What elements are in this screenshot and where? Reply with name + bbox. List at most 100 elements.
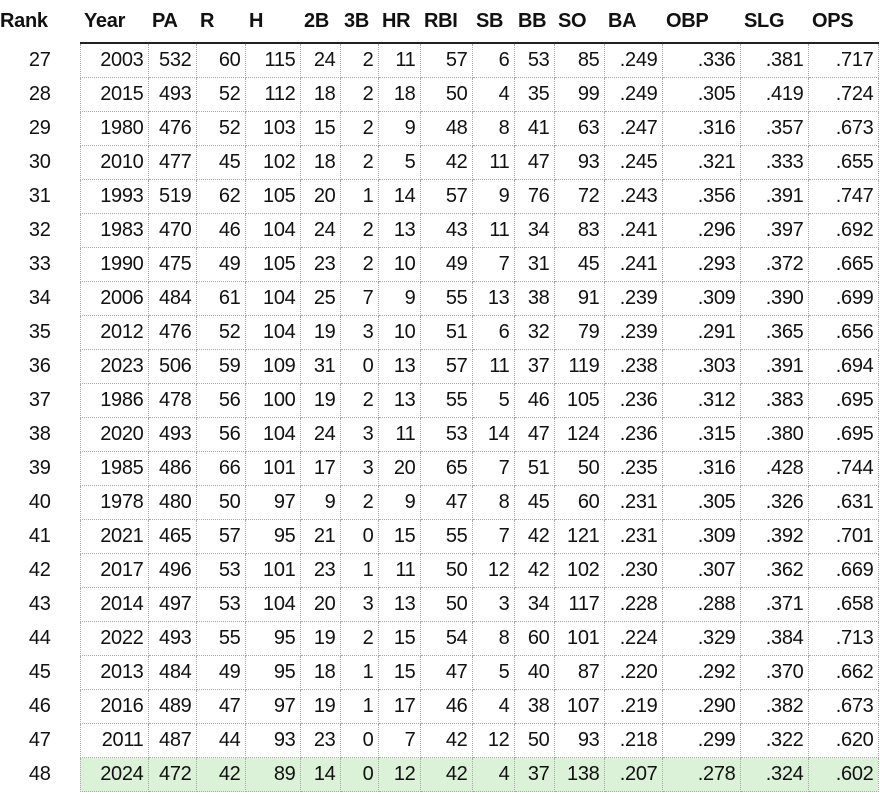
table-row: 39 1985 486 66 101 17 3 20 65 7 51 50.235.316.428.7… (0, 451, 879, 486)
table-cell: 506 (147, 349, 197, 384)
table-cell: 42 (419, 757, 473, 792)
table-cell: 2011 (79, 723, 149, 758)
table-cell: 0 (339, 723, 379, 758)
table-cell: 11 (471, 145, 515, 180)
table-cell: 57 (419, 349, 473, 384)
table-row: 29 1980 476 52 103 15 2 9 48 8 41 63.247.316.357.67… (0, 111, 879, 146)
column-header: SB (472, 0, 514, 44)
table-cell: 472 (147, 757, 197, 792)
table-cell: 63 (553, 111, 605, 146)
table-cell: 12 (471, 723, 515, 758)
table-cell: 4 (471, 757, 515, 792)
column-header: SLG (740, 0, 808, 44)
table-cell: 7 (377, 723, 421, 758)
table-cell: .293 (661, 247, 741, 282)
table-cell: 1986 (79, 383, 149, 418)
table-cell: 31 (299, 349, 341, 384)
table-row: 42 2017 496 53 101 23 1 11 50 12 42 102.230.307.362… (0, 553, 879, 588)
table-cell: .305 (661, 485, 741, 520)
table-cell: 2017 (79, 553, 149, 588)
table-cell: 11 (377, 417, 421, 452)
table-cell: 45 (553, 247, 605, 282)
table-cell: .235 (603, 451, 663, 486)
table-cell: .673 (807, 111, 879, 146)
table-cell: 56 (195, 383, 246, 418)
table-row: 44 2022 493 55 95 19 2 15 54 8 60 101.224.329.384.7… (0, 621, 879, 656)
table-cell: 102 (244, 145, 301, 180)
table-cell: 51 (419, 315, 473, 350)
table-cell: 2006 (79, 281, 149, 316)
table-cell: 61 (195, 281, 246, 316)
table-cell: .673 (807, 689, 879, 724)
table-cell: 76 (513, 179, 555, 214)
table-cell: 20 (377, 451, 421, 486)
rank-cell: 40 (28, 491, 51, 513)
table-cell: 37 (513, 349, 555, 384)
rank-cell: 47 (28, 729, 51, 751)
table-cell: 18 (299, 655, 341, 690)
table-cell: 3 (339, 315, 379, 350)
table-cell: 35 (513, 77, 555, 112)
table-cell: 55 (419, 383, 473, 418)
table-cell: 1990 (79, 247, 149, 282)
rank-cell: 35 (28, 321, 51, 343)
table-cell: .382 (739, 689, 809, 724)
table-cell: .299 (661, 723, 741, 758)
table-cell: .236 (603, 383, 663, 418)
table-cell: 2 (339, 145, 379, 180)
table-cell: 493 (147, 77, 197, 112)
table-cell: .419 (739, 77, 809, 112)
column-header: BB (514, 0, 554, 44)
table-cell: 38 (513, 281, 555, 316)
table-cell: 102 (553, 553, 605, 588)
column-header: Year (80, 0, 148, 44)
table-cell: 3 (339, 587, 379, 622)
table-cell: 477 (147, 145, 197, 180)
table-cell: .391 (739, 349, 809, 384)
rank-cell: 32 (28, 219, 51, 241)
table-cell: 7 (471, 247, 515, 282)
table-cell: 42 (195, 757, 246, 792)
table-cell: 56 (195, 417, 246, 452)
table-cell: 112 (244, 77, 301, 112)
table-cell: 49 (195, 247, 246, 282)
table-cell: 91 (553, 281, 605, 316)
table-cell: .390 (739, 281, 809, 316)
table-cell: 99 (553, 77, 605, 112)
table-row: 46 2016 489 47 97 19 1 17 46 4 38 107.219.290.382.6… (0, 689, 879, 724)
table-cell: 478 (147, 383, 197, 418)
table-cell: 0 (339, 757, 379, 792)
table-cell: 2015 (79, 77, 149, 112)
table-cell: .397 (739, 213, 809, 248)
table-cell: 47 (419, 655, 473, 690)
table-cell: 60 (513, 621, 555, 656)
table-cell: 21 (299, 519, 341, 554)
rank-cell: 41 (28, 525, 51, 547)
table-cell: .290 (661, 689, 741, 724)
table-cell: .357 (739, 111, 809, 146)
table-cell: 3 (339, 451, 379, 486)
table-cell: .695 (807, 417, 879, 452)
table-cell: .381 (739, 42, 809, 78)
table-cell: 55 (419, 519, 473, 554)
column-header: OBP (662, 0, 740, 44)
table-cell: .717 (807, 42, 879, 78)
table-cell: .662 (807, 655, 879, 690)
table-cell: 18 (299, 145, 341, 180)
table-cell: 2020 (79, 417, 149, 452)
table-cell: 32 (513, 315, 555, 350)
table-cell: 62 (195, 179, 246, 214)
table-cell: .631 (807, 485, 879, 520)
table-cell: 11 (471, 213, 515, 248)
rank-cell: 39 (28, 457, 51, 479)
table-cell: 6 (471, 42, 515, 78)
table-cell: 19 (299, 621, 341, 656)
table-cell: 12 (377, 757, 421, 792)
table-cell: 42 (513, 519, 555, 554)
table-cell: 53 (195, 587, 246, 622)
table-cell: .247 (603, 111, 663, 146)
table-cell: .744 (807, 451, 879, 486)
table-cell: 53 (195, 553, 246, 588)
table-row: 32 1983 470 46 104 24 2 13 43 11 34 83.241.296.397.… (0, 213, 879, 248)
